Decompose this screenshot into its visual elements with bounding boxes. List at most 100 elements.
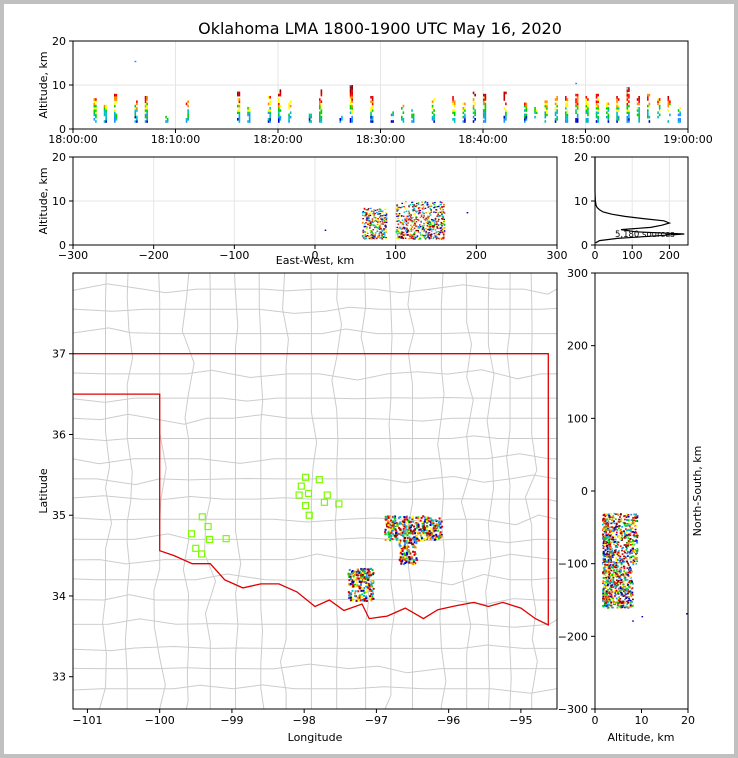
ns-altitude-source bbox=[608, 577, 611, 579]
time-height-source bbox=[658, 107, 661, 110]
ns-altitude-source bbox=[641, 615, 644, 618]
ns-altitude-source bbox=[629, 530, 632, 532]
plan-view-xtick-label: −96 bbox=[437, 714, 460, 727]
plan-view-source bbox=[372, 587, 375, 590]
ns-altitude-source bbox=[604, 558, 606, 561]
plan-view-source bbox=[399, 551, 402, 554]
time-height-source bbox=[679, 113, 681, 117]
ns-altitude-source bbox=[608, 526, 611, 529]
plan-view-source bbox=[363, 597, 366, 600]
ew-altitude-source bbox=[423, 212, 425, 215]
time-height-source bbox=[587, 102, 589, 106]
ew-altitude-source bbox=[441, 225, 443, 227]
plan-view-source bbox=[356, 574, 359, 577]
plan-view-source bbox=[390, 537, 393, 540]
time-height-source bbox=[669, 100, 671, 103]
time-height-source bbox=[351, 107, 353, 110]
ew-altitude-source bbox=[418, 206, 421, 209]
time-height-source bbox=[576, 109, 579, 112]
ns-altitude-source bbox=[602, 596, 605, 599]
ns-altitude-source bbox=[613, 585, 616, 588]
time-height-source bbox=[238, 91, 241, 95]
ew-altitude-source bbox=[440, 208, 443, 210]
ns-altitude-source bbox=[615, 525, 618, 528]
ew-altitude-source bbox=[381, 238, 384, 240]
ns-altitude-source bbox=[632, 545, 634, 548]
ns-altitude-source bbox=[623, 580, 626, 583]
ns-altitude-source bbox=[623, 550, 626, 553]
ew-altitude-source bbox=[402, 231, 405, 234]
ew-altitude-source bbox=[426, 225, 429, 227]
plan-view-source bbox=[404, 541, 407, 544]
plan-view-source bbox=[411, 530, 414, 533]
ns-altitude-source bbox=[609, 537, 612, 539]
time-height-source bbox=[585, 100, 588, 103]
ns-altitude-source bbox=[609, 584, 612, 587]
plan-view-source bbox=[399, 539, 402, 542]
lma-station-marker bbox=[192, 544, 200, 552]
plan-view-source bbox=[358, 580, 361, 583]
time-height-source bbox=[433, 120, 435, 123]
county-boundaries bbox=[73, 273, 557, 709]
time-height-source bbox=[289, 100, 292, 103]
ns-altitude-source bbox=[613, 565, 616, 568]
ew-altitude-source bbox=[443, 206, 445, 208]
time-height-source bbox=[566, 104, 569, 108]
ew-altitude-source bbox=[442, 232, 445, 235]
time-height-source bbox=[453, 109, 456, 112]
ew-altitude-source bbox=[428, 223, 431, 226]
ns-altitude-source bbox=[604, 602, 607, 605]
ew-altitude-source bbox=[431, 221, 434, 223]
time-height-burst bbox=[565, 96, 569, 123]
ns-altitude-source bbox=[623, 537, 626, 539]
ns-altitude-source bbox=[611, 573, 614, 576]
ew-altitude-source bbox=[396, 233, 399, 235]
plan-view-source bbox=[414, 552, 417, 555]
county-line bbox=[73, 413, 557, 425]
time-height-source bbox=[319, 113, 321, 117]
ns-altitude-source bbox=[603, 552, 605, 555]
ns-altitude-source bbox=[630, 513, 633, 516]
time-height-burst bbox=[483, 93, 487, 123]
time-height-xtick-label: 18:40:00 bbox=[458, 133, 507, 146]
ew-altitude-xtick-label: 100 bbox=[385, 249, 406, 262]
time-height-source bbox=[401, 107, 403, 110]
county-line bbox=[73, 644, 557, 652]
ns-altitude-source bbox=[605, 590, 608, 593]
ns-altitude-source bbox=[608, 574, 611, 576]
plan-view-source bbox=[355, 578, 358, 581]
plan-view-source bbox=[384, 528, 387, 531]
ew-altitude-source bbox=[442, 211, 445, 213]
ew-altitude-source bbox=[398, 208, 400, 210]
ew-altitude-source bbox=[379, 237, 381, 239]
time-height-source bbox=[93, 118, 96, 121]
time-height-source bbox=[483, 111, 485, 114]
time-height-source bbox=[351, 93, 353, 97]
ns-altitude-source bbox=[610, 604, 613, 607]
ew-altitude-source bbox=[379, 209, 382, 211]
ns-altitude-source bbox=[603, 568, 606, 570]
time-height-source bbox=[474, 93, 476, 97]
plan-view-source bbox=[410, 520, 413, 523]
time-height-ytick-label: 20 bbox=[52, 35, 66, 48]
histogram-ytick-label: 10 bbox=[574, 195, 588, 208]
time-height-source bbox=[402, 120, 405, 123]
ns-altitude-source bbox=[603, 599, 606, 601]
plan-view-source bbox=[428, 536, 431, 539]
ew-altitude-xtick-label: −100 bbox=[219, 249, 249, 262]
ew-altitude-source bbox=[433, 222, 436, 224]
time-height-source bbox=[587, 98, 589, 101]
time-height-source bbox=[144, 120, 147, 123]
ew-altitude-source bbox=[382, 235, 385, 238]
ns-altitude-source bbox=[619, 597, 622, 600]
time-height-source bbox=[134, 104, 137, 108]
ew-altitude-source bbox=[423, 215, 425, 217]
ew-altitude-source bbox=[437, 212, 439, 214]
time-height-source bbox=[462, 109, 465, 112]
ew-altitude-source bbox=[407, 222, 409, 224]
ew-altitude-source bbox=[413, 208, 416, 210]
ew-altitude-source bbox=[368, 237, 371, 240]
ns-altitude-source bbox=[612, 561, 615, 563]
ew-altitude-source bbox=[368, 217, 370, 219]
